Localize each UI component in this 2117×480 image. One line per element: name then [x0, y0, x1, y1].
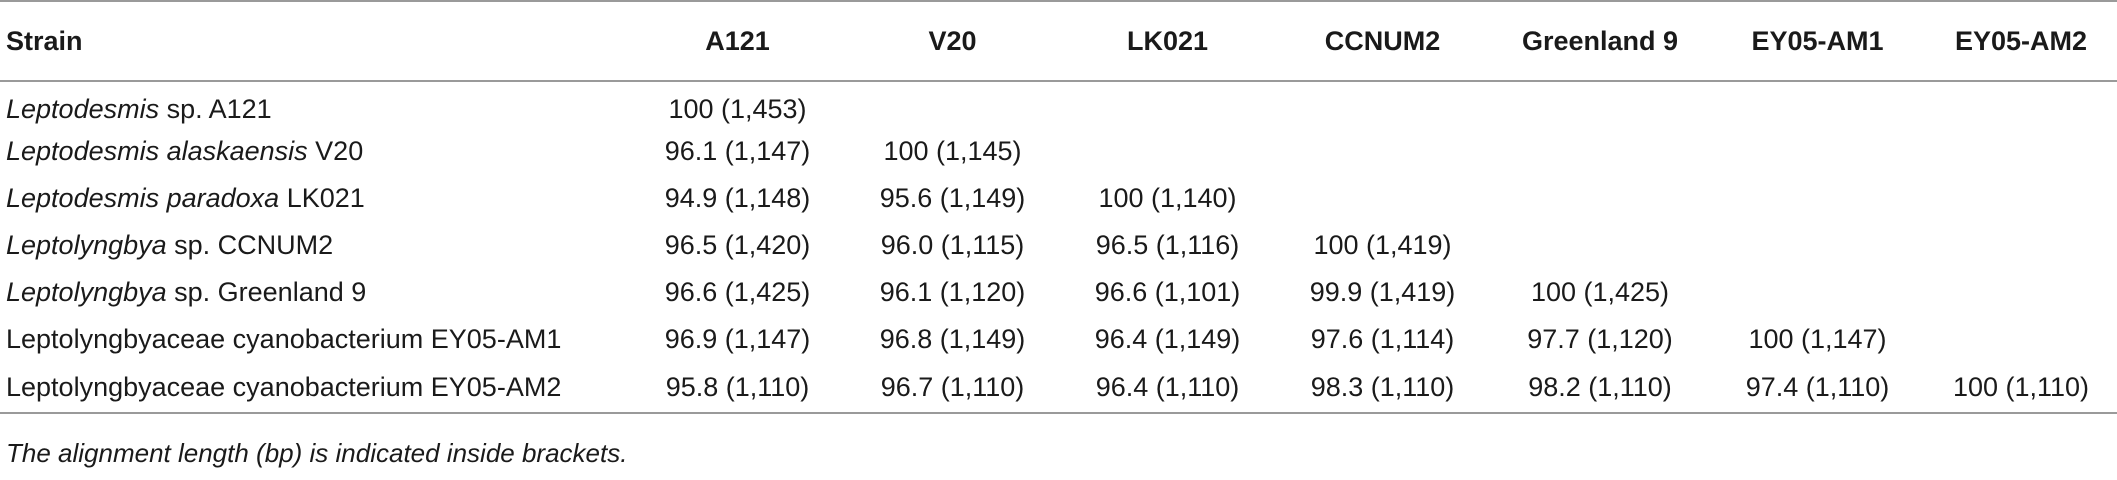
strain-name-cell: Leptodesmis sp. A121: [0, 81, 630, 128]
header-ey05-am2: EY05-AM2: [1925, 0, 2117, 82]
similarity-cell: [845, 81, 1060, 128]
strain-label: V20: [307, 136, 364, 166]
similarity-cell: 96.0 (1,115): [880, 230, 1025, 260]
similarity-cell: 97.6 (1,114): [1310, 324, 1455, 354]
similarity-cell: [1710, 175, 1925, 222]
similarity-cell: [1710, 81, 1925, 128]
similarity-cell: [1275, 128, 1490, 175]
strain-name-cell: Leptodesmis paradoxa LK021: [0, 175, 630, 222]
similarity-cell: 96.5 (1,116): [1095, 230, 1240, 260]
similarity-cell: 97.7 (1,120): [1527, 324, 1673, 354]
similarity-table-container: Strain A121 V20 LK021 CCNUM2 Greenland 9…: [0, 0, 2117, 414]
similarity-cell: 97.4 (1,110): [1710, 363, 1925, 414]
similarity-cell: 96.6 (1,101): [1094, 277, 1241, 307]
table-row: Leptolyngbyaceae cyanobacterium EY05-AM1…: [0, 316, 2117, 363]
similarity-cell: 96.1 (1,120): [879, 277, 1026, 307]
strain-label: sp. Greenland 9: [166, 277, 367, 307]
header-greenland-9: Greenland 9: [1490, 0, 1710, 82]
similarity-cell: [1925, 175, 2117, 222]
strain-label: Leptolyngbyaceae cyanobacterium EY05-AM1: [6, 324, 562, 354]
similarity-cell: 99.9 (1,419): [1309, 277, 1456, 307]
strain-name-cell: Leptolyngbya sp. Greenland 9: [0, 269, 630, 316]
strain-genus: Leptodesmis alaskaensis: [6, 136, 308, 166]
similarity-cell: [1710, 222, 1925, 269]
similarity-cell: 100 (1,453): [668, 93, 807, 124]
similarity-cell: 96.4 (1,110): [1060, 363, 1275, 414]
header-strain: Strain: [0, 0, 630, 82]
strain-name-cell: Leptolyngbyaceae cyanobacterium EY05-AM2: [0, 363, 630, 414]
similarity-cell: 100 (1,425): [1530, 277, 1670, 307]
similarity-cell: 98.3 (1,110): [1275, 363, 1490, 414]
similarity-cell: [1060, 128, 1275, 175]
similarity-cell: [1490, 128, 1710, 175]
strain-name-cell: Leptolyngbya sp. CCNUM2: [0, 222, 630, 269]
similarity-cell: [1275, 175, 1490, 222]
table-row: Leptodesmis sp. A121 100 (1,453): [0, 81, 2117, 128]
similarity-cell: [1060, 81, 1275, 128]
similarity-cell: 98.2 (1,110): [1490, 363, 1710, 414]
strain-name-cell: Leptolyngbyaceae cyanobacterium EY05-AM1: [0, 316, 630, 363]
similarity-cell: [1490, 175, 1710, 222]
table-footnote: The alignment length (bp) is indicated i…: [6, 438, 628, 468]
similarity-cell: 100 (1,145): [883, 136, 1022, 166]
similarity-cell: [1925, 128, 2117, 175]
similarity-cell: [1925, 81, 2117, 128]
similarity-cell: [1710, 269, 1925, 316]
table-row: Leptolyngbya sp. CCNUM2 96.5 (1,420) 96.0 …: [0, 222, 2117, 269]
similarity-cell: 95.8 (1,110): [630, 363, 845, 414]
similarity-cell: [1275, 81, 1490, 128]
similarity-cell: 96.1 (1,147): [664, 136, 811, 166]
similarity-cell: 96.8 (1,149): [879, 324, 1026, 354]
similarity-cell: 100 (1,110): [1925, 363, 2117, 414]
strain-name-cell: Leptodesmis alaskaensis V20: [0, 128, 630, 175]
table-body: Leptodesmis sp. A121 100 (1,453) Leptodesm…: [0, 81, 2117, 414]
strain-genus: Leptodesmis paradoxa: [6, 183, 280, 213]
header-ccnum2: CCNUM2: [1275, 0, 1490, 82]
similarity-cell: 100 (1,147): [1748, 324, 1887, 354]
header-lk021: LK021: [1060, 0, 1275, 82]
similarity-cell: 100 (1,419): [1313, 230, 1452, 260]
similarity-table: Strain A121 V20 LK021 CCNUM2 Greenland 9…: [0, 0, 2117, 414]
table-row: Leptolyngbyaceae cyanobacterium EY05-AM2…: [0, 363, 2117, 414]
similarity-cell: [1710, 128, 1925, 175]
strain-label: LK021: [279, 183, 365, 213]
strain-label: Leptolyngbyaceae cyanobacterium EY05-AM2: [6, 372, 562, 402]
strain-genus: Leptolyngbya: [6, 277, 167, 307]
similarity-cell: 96.4 (1,149): [1094, 324, 1241, 354]
header-row: Strain A121 V20 LK021 CCNUM2 Greenland 9…: [0, 0, 2117, 82]
similarity-cell: 100 (1,140): [1098, 183, 1237, 213]
strain-label: sp. CCNUM2: [166, 230, 334, 260]
similarity-cell: 95.6 (1,149): [879, 183, 1026, 213]
table-row: Leptodesmis paradoxa LK021 94.9 (1,148) 95…: [0, 175, 2117, 222]
similarity-cell: [1925, 269, 2117, 316]
strain-genus: Leptolyngbya: [6, 230, 167, 260]
similarity-cell: 96.9 (1,147): [664, 324, 811, 354]
similarity-cell: [1490, 81, 1710, 128]
similarity-cell: [1925, 222, 2117, 269]
table-row: Leptodesmis alaskaensis V20 96.1 (1,147) 1…: [0, 128, 2117, 175]
strain-genus: Leptodesmis: [6, 93, 160, 124]
similarity-cell: 94.9 (1,148): [664, 183, 811, 213]
header-v20: V20: [845, 0, 1060, 82]
similarity-cell: 96.6 (1,425): [664, 277, 811, 307]
strain-label: sp. A121: [159, 93, 272, 124]
table-row: Leptolyngbya sp. Greenland 9 96.6 (1,425)…: [0, 269, 2117, 316]
similarity-cell: [1490, 222, 1710, 269]
table-header: Strain A121 V20 LK021 CCNUM2 Greenland 9…: [0, 0, 2117, 82]
similarity-cell: 96.5 (1,420): [664, 230, 811, 260]
similarity-cell: 96.7 (1,110): [845, 363, 1060, 414]
header-a121: A121: [630, 0, 845, 82]
similarity-cell: [1925, 316, 2117, 363]
header-ey05-am1: EY05-AM1: [1710, 0, 1925, 82]
